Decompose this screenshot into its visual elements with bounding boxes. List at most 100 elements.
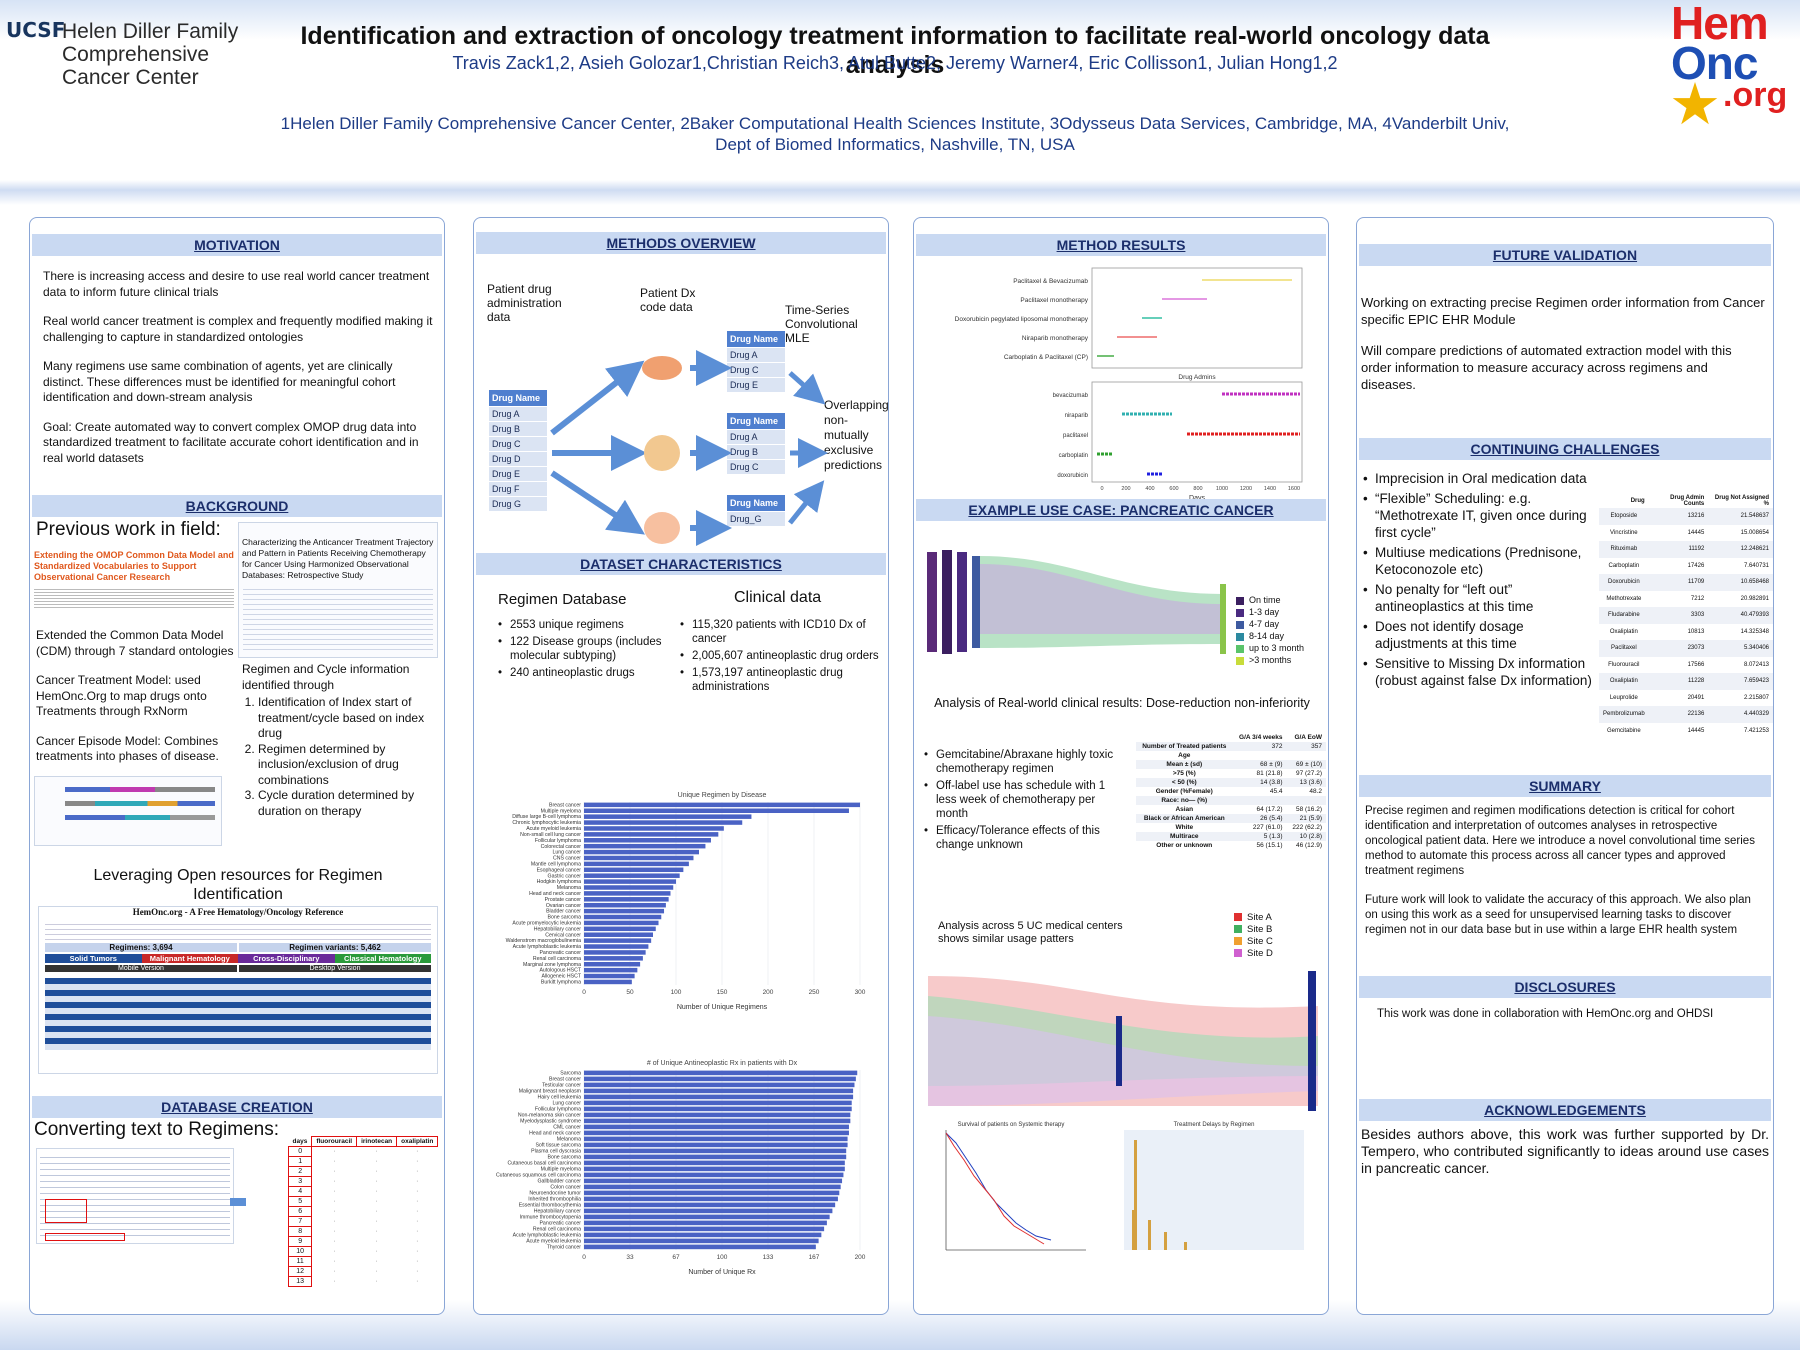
km-series (945, 1132, 1045, 1245)
prediction-list-3: Drug Name Drug_G (727, 495, 785, 527)
paper2-diagram (243, 585, 433, 651)
regimen-db-heading: Regimen Database (498, 591, 627, 608)
paper1-title: Extending the OMOP Common Data Model and… (34, 550, 234, 582)
bar (584, 1100, 852, 1106)
drug-label: paclitaxel (1063, 433, 1088, 439)
table-row: 10 · · · (287, 1246, 438, 1257)
table-cell: Carboplatin (1608, 562, 1640, 569)
motivation-text: There is increasing access and desire to… (43, 269, 435, 480)
mini-dose-table: days fluorouracil irinotecan oxaliplatin 0 · ·… (287, 1136, 439, 1287)
bar (584, 1244, 816, 1250)
bar (584, 944, 649, 949)
category-malignant-hematology[interactable]: Malignant Hematology (141, 954, 238, 963)
table-cell: 7.640731 (1743, 562, 1769, 569)
category-cross-disciplinary[interactable]: Cross-Disciplinary (238, 954, 335, 963)
bar (584, 1136, 848, 1142)
table-cell (1233, 751, 1287, 760)
hemonc-ref-title: HemOnc.org - A Free Hematology/Oncology … (132, 907, 344, 917)
regimen-intro: Regimen and Cycle information identified… (242, 662, 410, 692)
drug-list-item: Drug C (727, 460, 785, 475)
bar (584, 838, 711, 843)
table-cell: 97 (27.2) (1295, 770, 1322, 777)
hemonc-logo-text: Onc (1671, 37, 1758, 89)
x-tick-label: 0 (582, 989, 586, 996)
table-cell: Number of Treated patients (1142, 743, 1227, 750)
table-row: 9 · · · (287, 1236, 438, 1247)
mobile-version-link[interactable]: Mobile Version (45, 965, 237, 972)
drug-list-header: Drug Name (727, 413, 785, 430)
acknowledgements-text: Besides authors above, this work was fur… (1361, 1126, 1769, 1176)
day-cell: 8 (287, 1226, 313, 1237)
y-tick-label: Bone sarcoma (548, 915, 582, 921)
regimen-step: Cycle duration determined by duration on… (258, 788, 440, 819)
bar (584, 932, 653, 937)
table-cell: 7212 (1690, 595, 1705, 602)
table-cell: Other or unknown (1156, 842, 1213, 849)
analysis-item: Gemcitabine/Abraxane highly toxic chemot… (924, 748, 1114, 776)
y-tick-label: Testicular cancer (542, 1083, 581, 1089)
y-tick-label: Breast cancer (549, 802, 581, 808)
section-heading-disclosures: DISCLOSURES (1359, 976, 1771, 998)
y-tick-label: Acute promyelocytic leukemia (512, 920, 581, 926)
table-cell: 14 (3.8) (1260, 779, 1283, 786)
desktop-version-link[interactable]: Desktop Version (239, 965, 431, 972)
future-text: Working on extracting precise Regimen or… (1361, 294, 1765, 407)
y-tick-label: Melanoma (557, 1137, 581, 1143)
y-tick-label: Head and neck cancer (529, 1131, 581, 1137)
table-cell: 14.325348 (1740, 628, 1769, 635)
x-tick-label: 1400 (1264, 486, 1276, 492)
y-tick-label: Marginal zone lymphoma (523, 962, 581, 968)
y-tick-label: Inherited thrombophilia (528, 1197, 581, 1203)
legend-swatch (1234, 913, 1242, 922)
bar (584, 956, 643, 961)
bar (1164, 1232, 1167, 1250)
table-cell: Oxaliplatin (1609, 628, 1638, 635)
legend-label: up to 3 month (1249, 643, 1305, 653)
episode-timeline-figure (34, 776, 222, 846)
bar (584, 1172, 844, 1178)
table-cell (1287, 796, 1326, 805)
regimen-text-figure (36, 1148, 234, 1244)
table-cell: Asian (1175, 806, 1194, 813)
category-solid-tumors[interactable]: Solid Tumors (45, 954, 142, 963)
regimen-steps: Identification of Index start of treatme… (242, 695, 440, 819)
table-cell: 222 (62.2) (1292, 824, 1322, 831)
bar (584, 1112, 851, 1118)
section-heading-motivation: MOTIVATION (32, 234, 442, 256)
table-cell: 227 (61.0) (1252, 824, 1283, 831)
y-tick-label: Pancreatic cancer (539, 950, 581, 956)
challenge-item: Does not identify dosage adjustments at … (1363, 618, 1599, 652)
table-cell: Gender (%Female) (1155, 788, 1213, 795)
table-cell: Oxaliplatin (1609, 678, 1638, 685)
bar (584, 1208, 833, 1214)
x-tick-label: 0 (582, 1254, 586, 1261)
y-tick-label: Ovarian cancer (546, 903, 581, 909)
legend-label: Site D (1247, 948, 1273, 959)
y-tick-label: Colon cancer (550, 1185, 581, 1191)
table-row: Oxaliplatin 10813 14.325348 (1599, 623, 1773, 640)
day-cell: 5 (287, 1196, 313, 1207)
regimen-label: Doxorubicin pegylated liposomal monother… (955, 316, 1089, 323)
clinical-data-list: 115,320 patients with ICD10 Dx of cancer… (680, 618, 880, 697)
background-paragraph: Cancer Treatment Model: used HemOnc.Org … (36, 673, 207, 718)
x-tick-label: 100 (717, 1254, 728, 1261)
regimen-step: Regimen determined by inclusion/exclusio… (258, 742, 440, 789)
category-classical-hematology[interactable]: Classical Hematology (334, 954, 431, 963)
y-tick-label: Pancreatic cancer (539, 1221, 581, 1227)
section-heading-dataset: DATASET CHARACTERISTICS (476, 553, 886, 575)
clinical-data-item: 115,320 patients with ICD10 Dx of cancer (680, 618, 880, 646)
table-row: Asian 64 (17.2) 58 (16.2) (1136, 805, 1326, 814)
affiliations: 1Helen Diller Family Comprehensive Cance… (250, 113, 1540, 155)
y-tick-label: Cervical cancer (545, 932, 581, 938)
analysis-title: Analysis of Real-world clinical results:… (934, 696, 1310, 710)
future-paragraph: Working on extracting precise Regimen or… (1361, 295, 1765, 327)
table-cell: 21.548637 (1740, 513, 1769, 520)
summary-text: Precise regimen and regimen modification… (1365, 804, 1765, 952)
day-cell: 3 (287, 1176, 313, 1187)
y-tick-label: Hepatobiliary cancer (534, 926, 582, 932)
y-tick-label: Acute myeloid leukemia (526, 1239, 581, 1245)
bar (584, 961, 641, 967)
y-tick-label: Hairy cell leukemia (537, 1095, 581, 1101)
column-2: METHODS OVERVIEW Patient drug administra… (473, 217, 889, 1315)
y-tick-label: Non-small cell lung cancer (520, 832, 581, 838)
